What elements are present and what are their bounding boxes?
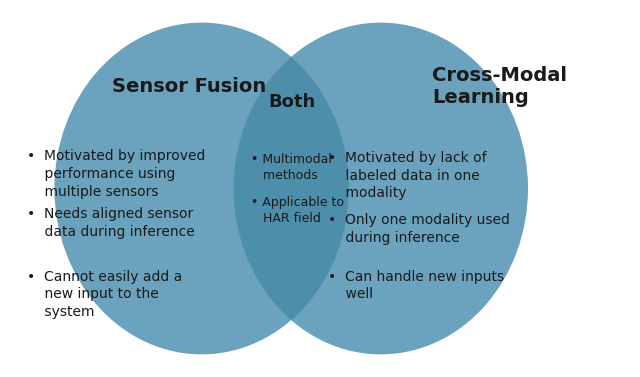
Text: •  Motivated by improved
    performance using
    multiple sensors: • Motivated by improved performance usin…: [27, 149, 205, 199]
Text: Both: Both: [268, 93, 316, 111]
Ellipse shape: [234, 23, 528, 354]
Text: • Applicable to
   HAR field: • Applicable to HAR field: [251, 196, 344, 225]
Text: •  Can handle new inputs
    well: • Can handle new inputs well: [328, 270, 504, 301]
Text: •  Motivated by lack of
    labeled data in one
    modality: • Motivated by lack of labeled data in o…: [328, 151, 486, 201]
Text: •  Only one modality used
    during inference: • Only one modality used during inferenc…: [328, 213, 509, 245]
Text: • Multimodal
   methods: • Multimodal methods: [251, 153, 332, 182]
Text: •  Cannot easily add a
    new input to the
    system: • Cannot easily add a new input to the s…: [27, 270, 182, 319]
Text: Sensor Fusion: Sensor Fusion: [112, 77, 266, 96]
Text: •  Needs aligned sensor
    data during inference: • Needs aligned sensor data during infer…: [27, 207, 195, 239]
Ellipse shape: [54, 23, 349, 354]
Ellipse shape: [234, 23, 528, 354]
Text: Cross-Modal
Learning: Cross-Modal Learning: [432, 66, 567, 107]
